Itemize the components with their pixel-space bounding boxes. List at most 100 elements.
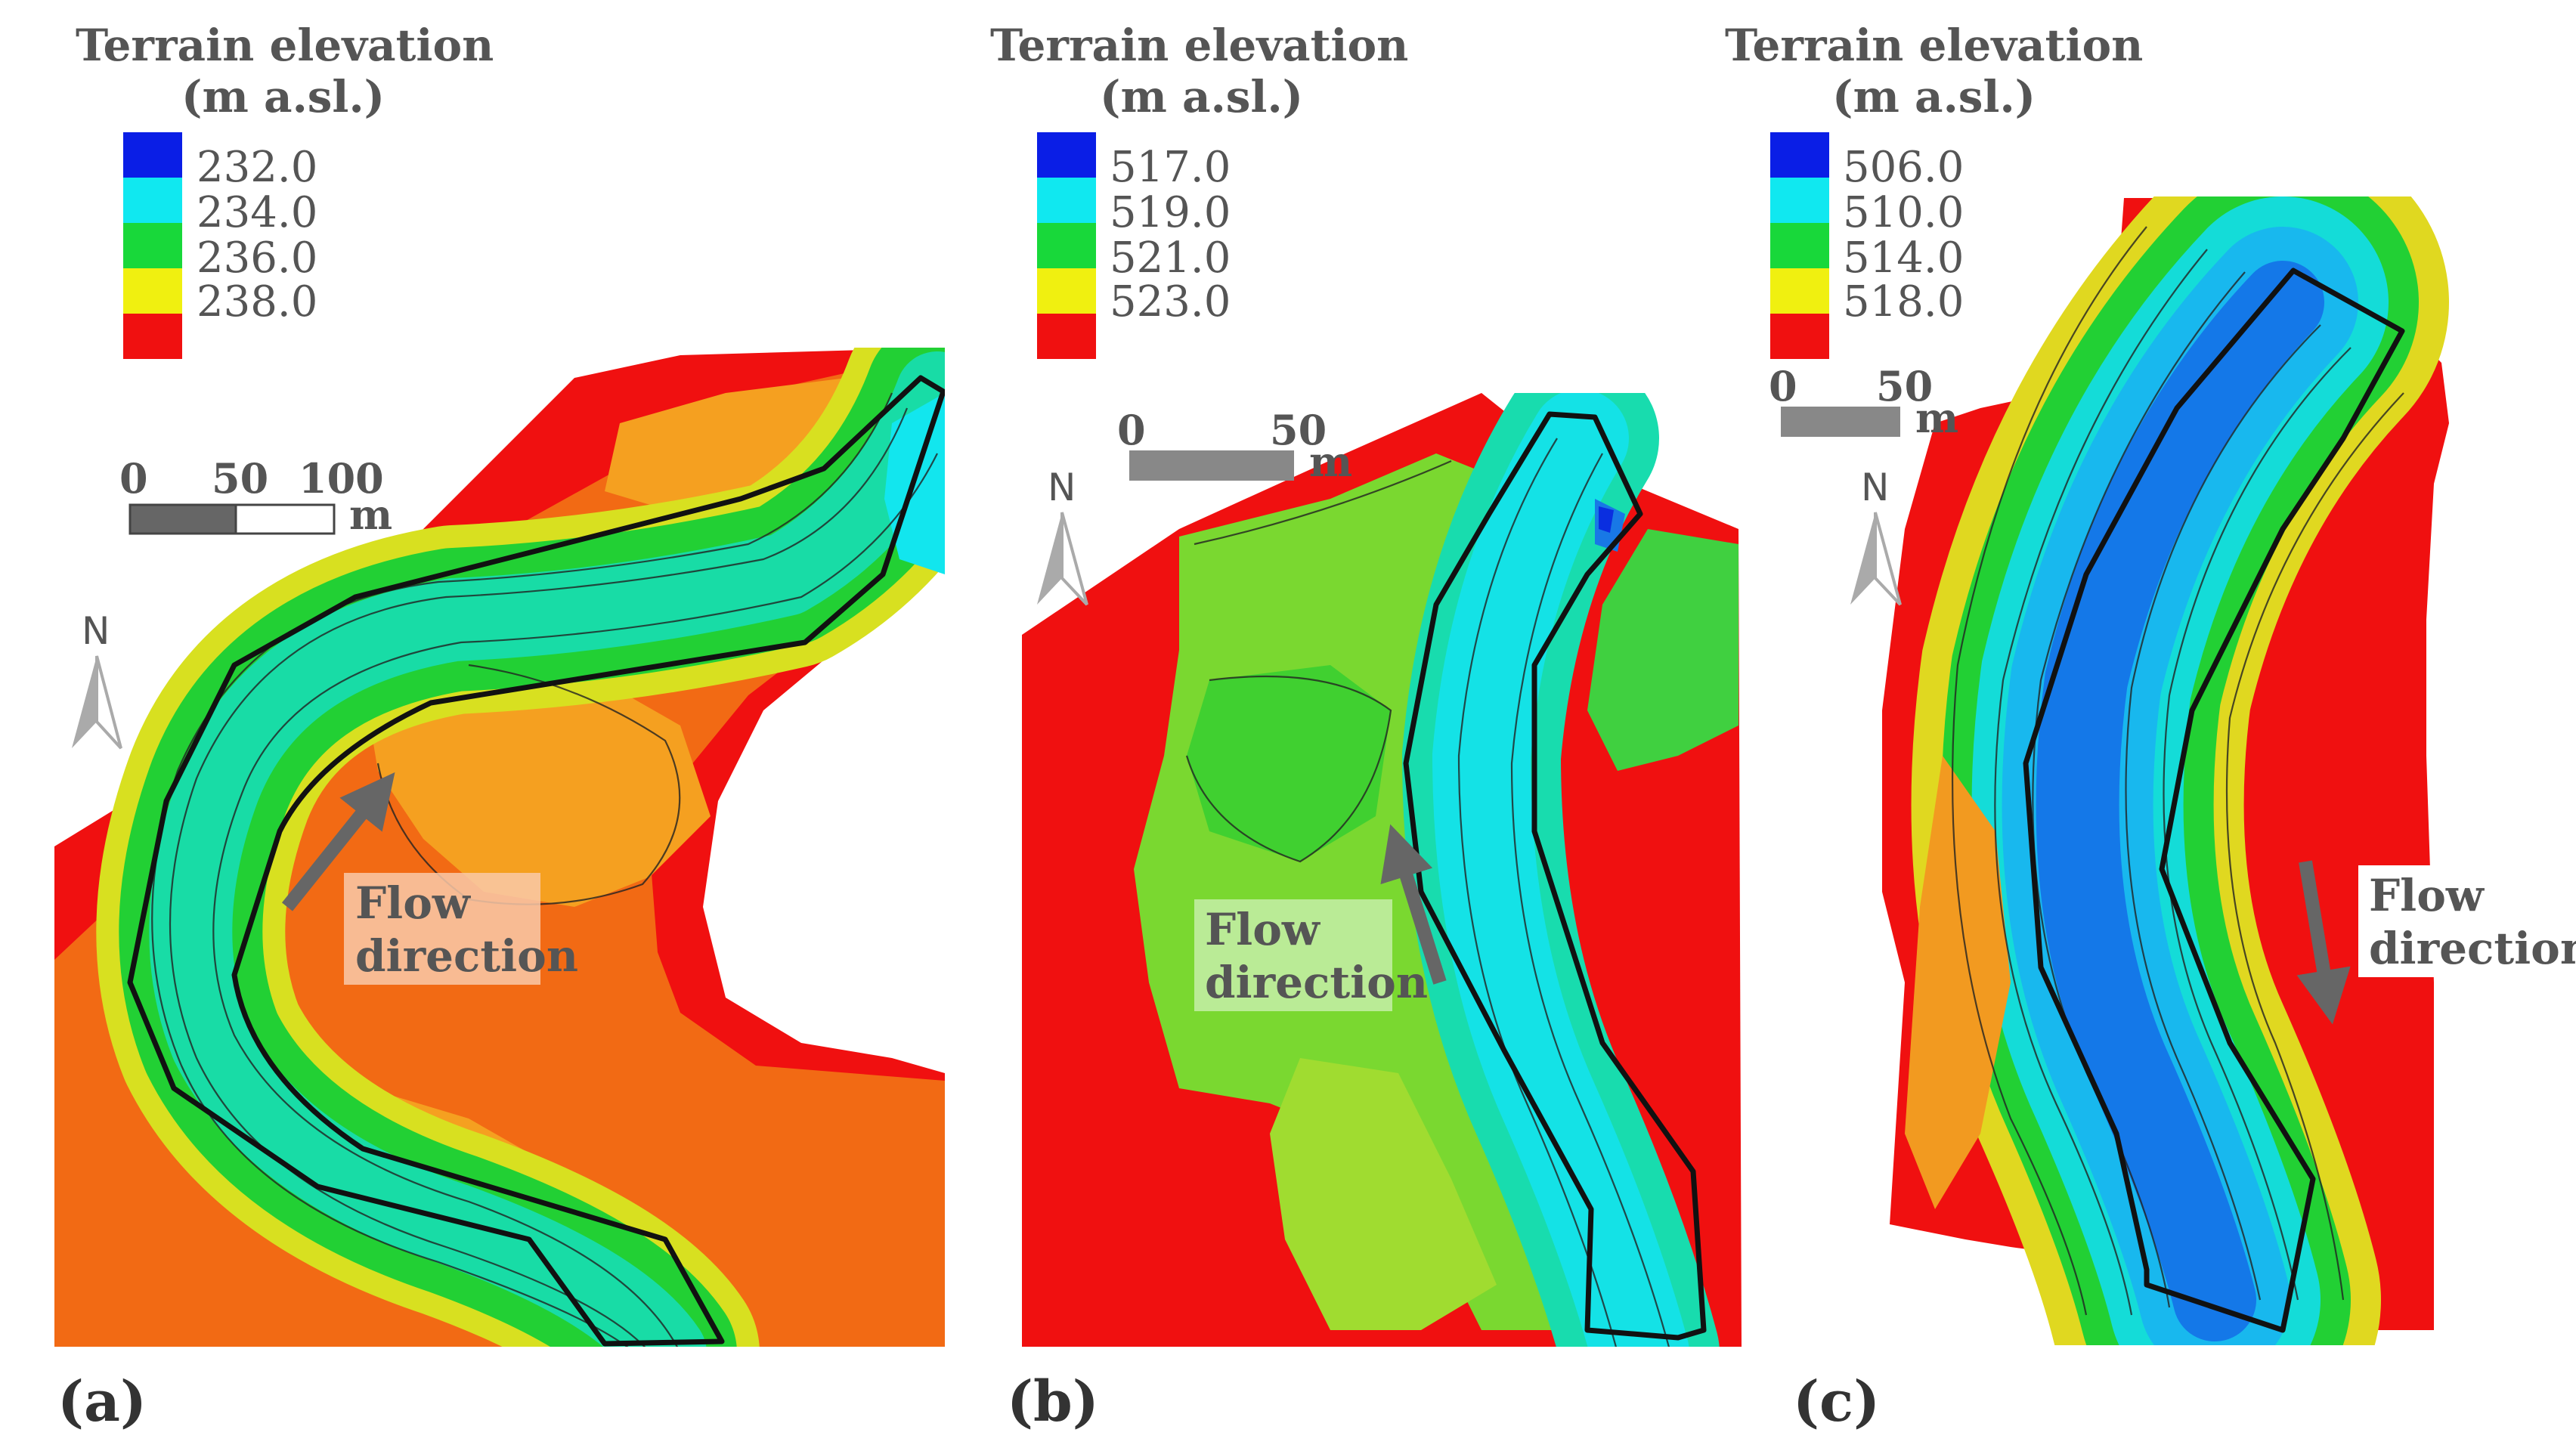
north-arrow-shape-c2 <box>1874 512 1902 606</box>
legend-swatch-a-0 <box>123 132 182 178</box>
flow-arrow-c <box>2296 860 2351 1025</box>
map-a <box>54 348 945 1347</box>
legend-title-line2-c: (m a.sl.) <box>1832 71 2036 122</box>
legend-label-b-3: 523.0 <box>1110 277 1231 326</box>
legend-swatch-c-1 <box>1770 178 1829 223</box>
legend-title-line1-c: Terrain elevation <box>1725 20 2143 71</box>
legend-swatch-a-2 <box>123 223 182 268</box>
panel-b: Flow direction Terrain elevation (m a.sl… <box>990 20 1742 1434</box>
scale-tick-a-1: 50 <box>212 454 268 503</box>
map-c <box>1882 196 2449 1345</box>
flow-label-bg-b <box>1194 899 1392 1011</box>
legend-title-line1-b: Terrain elevation <box>990 20 1408 71</box>
legend-swatches-c <box>1770 132 1829 359</box>
scale-tick-a-0: 0 <box>119 454 148 503</box>
scale-tick-b-0: 0 <box>1117 406 1146 454</box>
terrain-greenlight-b <box>1270 1058 1497 1330</box>
legend-swatch-b-0 <box>1037 132 1096 178</box>
flow-label-line2-c: direction <box>2369 923 2576 974</box>
north-arrow-c: N <box>1850 466 1902 606</box>
north-arrow-shape-a <box>72 656 97 748</box>
panel-label-c: (c) <box>1793 1369 1880 1434</box>
legend-label-a-2: 236.0 <box>197 234 317 283</box>
panel-a: Flow direction Terrain elevation (m a.sl… <box>54 20 945 1434</box>
contour-a-4 <box>376 664 681 905</box>
legend-label-c-2: 514.0 <box>1843 234 1964 283</box>
flow-label-bg-a <box>344 873 540 985</box>
contour-b-3 <box>1185 675 1392 863</box>
legend-swatch-b-1 <box>1037 178 1096 223</box>
legend-swatch-a-1 <box>123 178 182 223</box>
flow-arrow-a <box>281 772 395 911</box>
contour-c-6 <box>1951 226 2147 1316</box>
legend-label-b-2: 521.0 <box>1110 234 1231 283</box>
legend-label-c-1: 510.0 <box>1843 188 1964 237</box>
north-label-a: N <box>82 609 110 653</box>
contour-c-4 <box>2125 324 2321 1301</box>
flow-label-line1-c: Flow <box>2369 870 2485 921</box>
north-label-b: N <box>1048 466 1076 509</box>
reach-outline-a <box>127 375 945 1347</box>
north-arrow-shape-c <box>1850 512 1875 605</box>
legend-swatch-b-4 <box>1037 314 1096 359</box>
panel-label-a: (a) <box>57 1369 147 1434</box>
legend-label-c-3: 518.0 <box>1843 277 1964 326</box>
north-arrow-a: N <box>72 609 122 750</box>
legend-swatch-a-4 <box>123 314 182 359</box>
terrain-orange-light-a2 <box>605 378 869 514</box>
north-arrow-shape-b <box>1037 512 1062 605</box>
flow-label-bg-c <box>2358 865 2567 977</box>
flow-label-line2-a: direction <box>355 930 578 982</box>
legend-title-line1-a: Terrain elevation <box>76 20 494 71</box>
legend-label-a-3: 238.0 <box>197 277 317 326</box>
legend-label-b-0: 517.0 <box>1110 143 1231 192</box>
scale-unit-a: m <box>349 490 392 539</box>
contour-a-1 <box>169 407 909 1347</box>
scale-tick-c-0: 0 <box>1769 362 1797 410</box>
map-b <box>1022 393 1742 1347</box>
legend-swatch-c-2 <box>1770 223 1829 268</box>
scale-bar-dark-b <box>1129 450 1294 481</box>
north-arrow-shape-a2 <box>95 655 122 750</box>
reach-outline-b <box>1403 411 1707 1341</box>
contour-a-2 <box>212 453 938 1347</box>
legend-swatch-c-3 <box>1770 268 1829 314</box>
contour-c-1 <box>1994 249 2208 1316</box>
contour-c-5 <box>2225 392 2404 1301</box>
contour-a-3 <box>151 392 893 1347</box>
legend-title-line2-a: (m a.sl.) <box>181 71 385 122</box>
scale-bar-dark-c <box>1781 407 1900 437</box>
north-arrow-shape-b2 <box>1060 512 1088 606</box>
scale-tick-a-2: 100 <box>299 454 384 503</box>
north-arrow-b: N <box>1037 466 1088 606</box>
contour-b-1 <box>1457 438 1617 1347</box>
flow-arrow-b <box>1380 824 1447 985</box>
legend-label-a-1: 234.0 <box>197 188 317 237</box>
panel-c: Flow direction Terrain elevation (m a.sl… <box>1725 20 2576 1434</box>
scale-unit-b: m <box>1309 438 1352 486</box>
legend-swatches-b <box>1037 132 1096 359</box>
legend-swatch-b-3 <box>1037 268 1096 314</box>
legend-swatch-c-0 <box>1770 132 1829 178</box>
channel-deep-b <box>1599 506 1614 533</box>
terrain-right-green-b <box>1587 529 1738 771</box>
scale-bar-dark-a <box>128 503 237 535</box>
legend-swatches-a <box>123 132 182 359</box>
legend-label-c-0: 506.0 <box>1843 143 1964 192</box>
reach-outline-c <box>2023 268 2405 1333</box>
contour-b-2 <box>1510 453 1670 1347</box>
flow-label-line1-b: Flow <box>1205 904 1321 955</box>
scale-bar-a: 0 50 100 m <box>119 454 392 539</box>
scale-tick-c-1: 50 <box>1876 362 1933 410</box>
scale-unit-c: m <box>1915 394 1958 442</box>
flow-label-line2-b: direction <box>1205 957 1428 1008</box>
legend-swatch-b-2 <box>1037 223 1096 268</box>
terrain-green2-b <box>1187 665 1391 862</box>
legend-title-line2-b: (m a.sl.) <box>1100 71 1303 122</box>
legend-swatch-a-3 <box>123 268 182 314</box>
channel-blue-c <box>2036 261 2324 1341</box>
flow-label-line1-a: Flow <box>355 877 472 929</box>
legend-label-a-0: 232.0 <box>197 143 317 192</box>
scale-tick-b-1: 50 <box>1270 406 1327 454</box>
